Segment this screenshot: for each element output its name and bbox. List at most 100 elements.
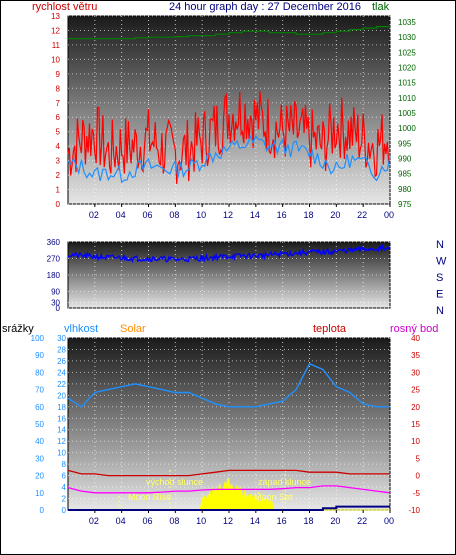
x-tick-label: 06	[143, 516, 153, 526]
x-tick-label: 12	[223, 210, 233, 220]
humidity-tick-label: 24	[57, 368, 66, 377]
wind-tick-label: 9	[56, 70, 61, 79]
wind-tick-label: 10	[51, 55, 60, 64]
wind-gust-series	[67, 91, 390, 184]
x-tick-label: 12	[223, 516, 233, 526]
rain-tick-label: 40	[35, 437, 44, 446]
wind-tick-label: 0	[56, 200, 61, 209]
x-tick-label: 18	[304, 516, 314, 526]
wind-axis-label: rychlost větru	[32, 1, 97, 13]
page-title: 24 hour graph day : 27 December 2016	[169, 1, 361, 13]
x-tick-label: 00	[384, 516, 394, 526]
sunrise-label: východ slunce	[146, 477, 203, 487]
temperature-tick-label: 35	[411, 351, 420, 360]
direction-tick-label: 180	[47, 271, 61, 280]
x-tick-label: 00	[384, 210, 394, 220]
temperature-tick-label: 20	[411, 403, 420, 412]
wind-tick-label: 2	[56, 171, 61, 180]
pressure-tick-label: 1005	[398, 109, 416, 118]
temperature-tick-label: -5	[413, 489, 421, 498]
pressure-axis-label: tlak	[372, 1, 390, 13]
temperature-series-line	[67, 469, 390, 477]
x-tick-label: 02	[89, 516, 99, 526]
x-tick-label: 20	[330, 210, 340, 220]
x-tick-label: 14	[250, 210, 260, 220]
temperature-tick-label: 10	[411, 437, 420, 446]
x-tick-label: 14	[250, 516, 260, 526]
temperature-tick-label: 15	[411, 420, 420, 429]
x-tick-label: 08	[169, 516, 179, 526]
rain-axis: 0 10 20 30 40 50 60 70 80 90 100	[31, 334, 45, 515]
direction-tick-label: 360	[47, 238, 61, 247]
rain-tick-label: 30	[35, 454, 44, 463]
temperature-tick-label: 40	[411, 334, 420, 343]
x-tick-label: 16	[277, 516, 287, 526]
compass-label: N	[436, 239, 444, 251]
pressure-tick-label: 1020	[398, 64, 416, 73]
wind-tick-label: 8	[56, 84, 61, 93]
rain-tick-label: 0	[40, 506, 45, 515]
temperature-tick-label: 5	[416, 454, 421, 463]
humidity-tick-label: 8	[62, 460, 67, 469]
compass-label: N	[436, 305, 444, 317]
x-tick-label: 22	[357, 210, 367, 220]
rain-legend-label: srážky	[2, 323, 34, 335]
x-tick-label: 02	[89, 210, 99, 220]
humidity-tick-label: 10	[57, 449, 66, 458]
pressure-axis: 975 980 985 990 995 1000 1005 1010 1015 1020 1025 1…	[398, 18, 416, 209]
temperature-tick-label: 25	[411, 386, 420, 395]
pressure-tick-label: 980	[398, 185, 412, 194]
pressure-tick-label: 1010	[398, 94, 416, 103]
humidity-tick-label: 30	[57, 334, 66, 343]
x-tick-label: 10	[196, 516, 206, 526]
compass-label: S	[436, 272, 443, 284]
compass-label: E	[436, 289, 443, 301]
rain-tick-label: 100	[31, 334, 45, 343]
pressure-tick-label: 995	[398, 139, 412, 148]
x-tick-label: 10	[196, 210, 206, 220]
x-tick-label: 16	[277, 210, 287, 220]
x-tick-label: 04	[116, 210, 126, 220]
humidity-tick-label: 18	[57, 403, 66, 412]
sunset-label: západ slunce	[258, 477, 311, 487]
humidity-tick-label: 28	[57, 345, 66, 354]
temperature-legend-label: teplota	[313, 323, 347, 335]
wind-direction-grid	[68, 241, 391, 309]
humidity-series-line	[67, 362, 390, 408]
pressure-tick-label: 1035	[398, 18, 416, 27]
humidity-legend-label: vlhkost	[64, 323, 98, 335]
rain-tick-label: 10	[35, 489, 44, 498]
dewpoint-series-line	[67, 485, 391, 494]
moonrise-label: Moon Rise	[128, 492, 171, 502]
rain-tick-label: 50	[35, 420, 44, 429]
wind-tick-label: 13	[51, 12, 60, 21]
wind-tick-label: 4	[56, 142, 61, 151]
wind-tick-label: 11	[52, 41, 61, 50]
rain-tick-label: 60	[35, 403, 44, 412]
humidity-tick-label: 20	[57, 391, 66, 400]
moonset-label: Moon Set	[254, 492, 293, 502]
humidity-temperature-x-axis: 02 04 06 08 10 12 14 16 18 20 22 00	[89, 510, 394, 526]
x-tick-label: 04	[116, 516, 126, 526]
wind-direction-series-line	[67, 244, 391, 264]
pressure-tick-label: 990	[398, 155, 412, 164]
pressure-tick-label: 985	[398, 170, 412, 179]
wind-tick-label: 1	[56, 186, 61, 195]
x-tick-label: 18	[304, 210, 314, 220]
humidity-tick-label: 2	[62, 495, 67, 504]
wind-average-series	[67, 134, 391, 184]
pressure-tick-label: 1030	[398, 33, 416, 42]
humidity-tick-label: 4	[62, 483, 67, 492]
pressure-tick-label: 1000	[398, 124, 416, 133]
dewpoint-legend-label: rosný bod	[390, 323, 438, 335]
direction-tick-label: 30	[51, 299, 60, 308]
x-tick-label: 22	[357, 516, 367, 526]
pressure-series	[68, 26, 390, 40]
wind-direction-axis: 030 90 180 270 360	[47, 238, 61, 313]
wind-pressure-series	[67, 26, 391, 184]
x-tick-label: 08	[169, 210, 179, 220]
humidity-tick-label: 12	[57, 437, 66, 446]
